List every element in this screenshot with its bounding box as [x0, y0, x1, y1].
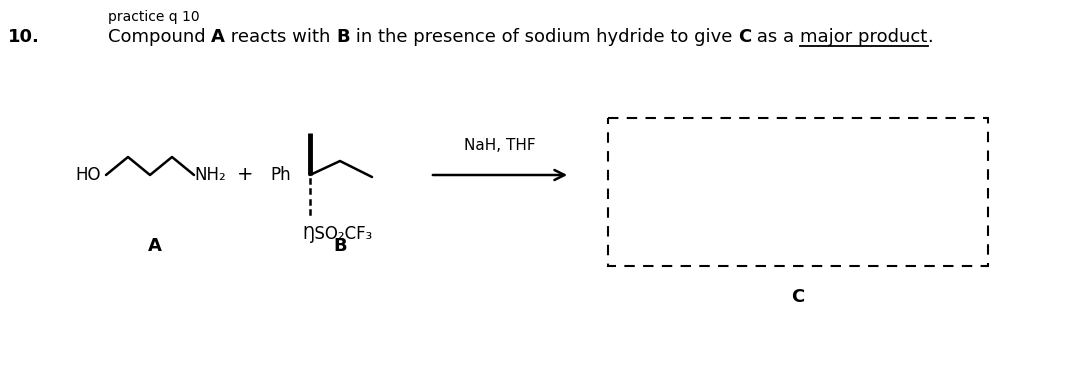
Text: as a: as a — [751, 28, 800, 46]
Text: Ph: Ph — [270, 166, 291, 184]
Text: NaH, THF: NaH, THF — [465, 138, 536, 153]
Text: C: C — [791, 288, 804, 306]
Text: major product: major product — [800, 28, 927, 46]
Text: A: A — [211, 28, 225, 46]
Text: .: . — [927, 28, 934, 46]
Text: ŊSO₂CF₃: ŊSO₂CF₃ — [302, 225, 372, 243]
Text: NH₂: NH₂ — [194, 166, 225, 184]
Text: +: + — [237, 166, 253, 185]
Text: in the presence of sodium hydride to give: in the presence of sodium hydride to giv… — [350, 28, 738, 46]
Text: C: C — [738, 28, 751, 46]
Text: practice q 10: practice q 10 — [108, 10, 199, 24]
Text: HO: HO — [75, 166, 100, 184]
Text: B: B — [336, 28, 350, 46]
Text: Compound: Compound — [108, 28, 211, 46]
Text: reacts with: reacts with — [225, 28, 336, 46]
Text: B: B — [333, 237, 347, 255]
Text: A: A — [148, 237, 162, 255]
Text: 10.: 10. — [8, 28, 40, 46]
Bar — [608, 118, 989, 266]
